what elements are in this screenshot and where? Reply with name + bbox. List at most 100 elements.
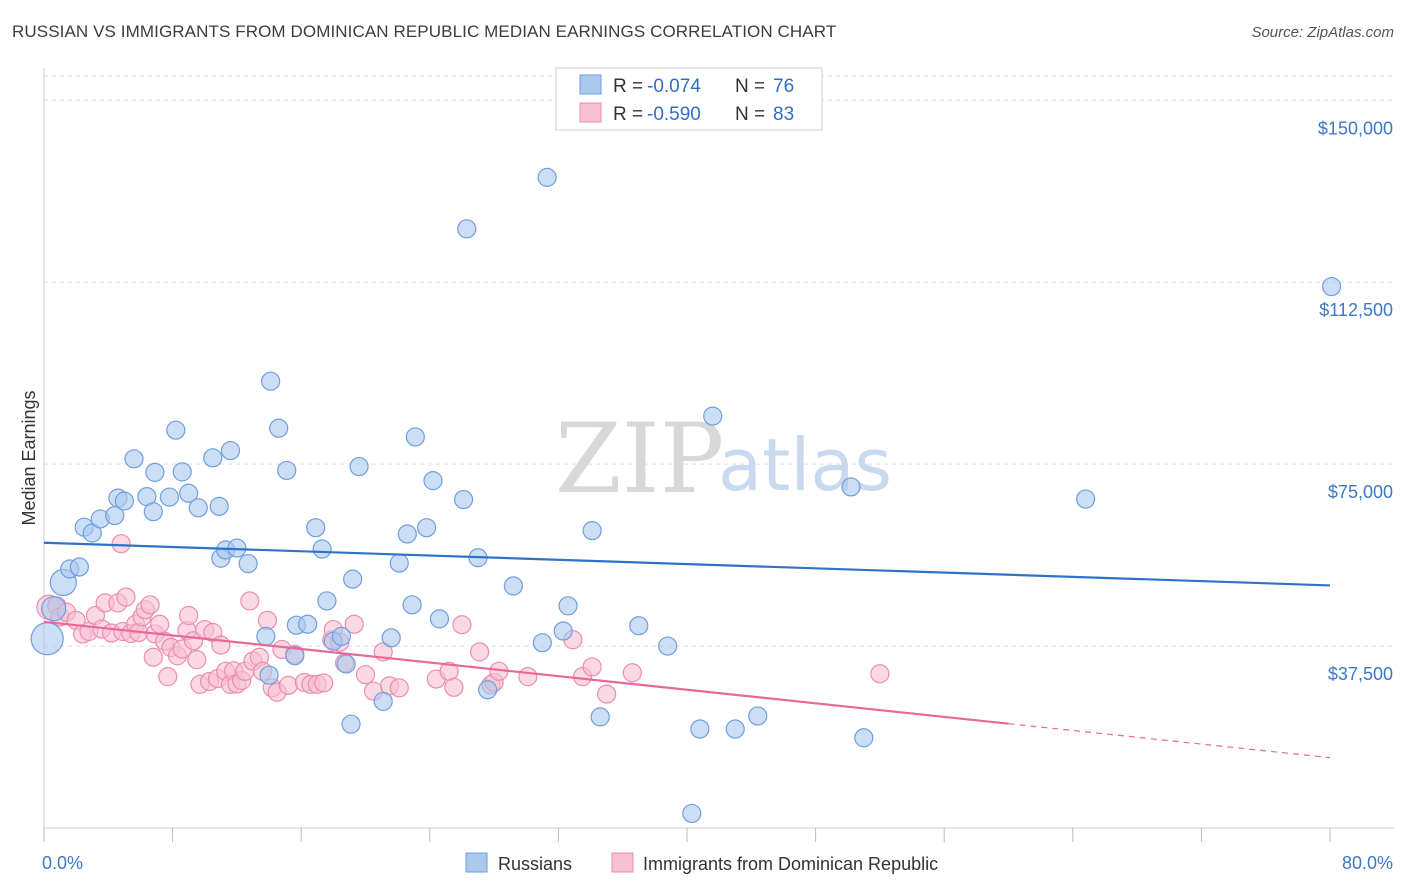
- russians-point-37: [317, 591, 337, 611]
- russians-point-57: [503, 576, 523, 596]
- dominican-point-73: [470, 642, 490, 662]
- x-tick-label-min: 0.0%: [42, 853, 83, 873]
- russians-point-15: [159, 487, 179, 507]
- russians-point-32: [285, 646, 305, 666]
- russians-trend-line: [43, 541, 1331, 587]
- dominican-point-14: [116, 587, 136, 607]
- russians-point-16: [172, 462, 192, 482]
- series-legend: Russians Immigrants from Dominican Repub…: [465, 852, 938, 874]
- dominican-point-64: [355, 665, 376, 685]
- dominican-point-68: [389, 678, 409, 698]
- legend-n-value-russians: 76: [773, 76, 794, 97]
- dominican-point-13: [111, 534, 131, 554]
- dominican-point-82: [622, 663, 642, 683]
- russians-point-44: [373, 691, 393, 711]
- dominican-point-81: [597, 684, 617, 704]
- correlation-legend: R = -0.074 N = 76 R = -0.590 N = 83: [555, 67, 823, 131]
- y-tick-label-3: $150,000: [1318, 118, 1393, 138]
- y-tick-label-0: $37,500: [1328, 664, 1393, 684]
- watermark-zip: ZIP: [555, 403, 724, 515]
- russians-point-24: [220, 440, 241, 461]
- watermark: ZIP atlas: [555, 403, 892, 515]
- russians-point-35: [306, 518, 326, 538]
- russians-point-69: [725, 719, 745, 739]
- russians-point-13: [145, 462, 165, 482]
- dominican-point-72: [452, 615, 472, 635]
- legend-n-label-dominican: N =: [735, 104, 765, 125]
- legend-r-label-russians: R =: [613, 76, 643, 97]
- russians-point-66: [682, 803, 702, 824]
- x-tick-label-max: 80.0%: [1342, 853, 1393, 873]
- russians-point-26: [238, 553, 258, 574]
- dominican-point-53: [278, 675, 298, 695]
- russians-point-30: [269, 418, 289, 438]
- russians-point-51: [423, 471, 443, 491]
- legend-r-value-russians: -0.074: [647, 76, 701, 97]
- russians-point-48: [402, 595, 422, 615]
- russians-point-0: [30, 622, 64, 656]
- trend-lines: [43, 541, 1331, 759]
- dominican-trend-line: [43, 620, 1009, 725]
- russians-point-45: [381, 628, 401, 648]
- series-legend-swatch-russians: [465, 852, 488, 873]
- russians-point-54: [457, 219, 477, 239]
- russians-point-60: [553, 621, 573, 641]
- russians-point-71: [841, 477, 861, 497]
- dominican-point-80: [582, 657, 602, 677]
- russians-point-62: [582, 520, 602, 541]
- chart-title: RUSSIAN VS IMMIGRANTS FROM DOMINICAN REP…: [12, 22, 837, 41]
- series-legend-label-dominican: Immigrants from Dominican Republic: [643, 854, 938, 874]
- dominican-point-83: [870, 664, 890, 684]
- russians-point-1: [41, 596, 67, 622]
- russians-point-59: [537, 167, 557, 187]
- dominican-point-77: [518, 667, 538, 687]
- russians-point-65: [658, 636, 678, 656]
- russians-point-41: [343, 569, 363, 589]
- dominican-point-22: [143, 647, 163, 667]
- russians-point-39: [331, 626, 351, 646]
- watermark-atlas: atlas: [718, 423, 892, 507]
- russians-point-49: [405, 427, 425, 447]
- russians-point-72: [854, 728, 874, 748]
- russians-point-68: [703, 406, 723, 426]
- russians-point-63: [590, 707, 610, 727]
- russians-point-20: [203, 448, 223, 468]
- dominican-point-45: [240, 591, 260, 611]
- legend-r-label-dominican: R =: [613, 104, 643, 125]
- y-axis-label: Median Earnings: [19, 390, 39, 525]
- russians-point-43: [341, 714, 361, 734]
- russians-point-46: [389, 553, 409, 573]
- y-tick-labels: $37,500 $75,000 $112,500 $150,000: [1318, 118, 1393, 684]
- russians-point-70: [748, 706, 768, 726]
- dominican-trend-line-extension: [1008, 723, 1331, 759]
- russians-point-64: [629, 616, 649, 636]
- russians-point-40: [336, 654, 356, 674]
- russians-point-56: [478, 680, 498, 700]
- russians-point-73: [1076, 489, 1096, 509]
- russians-point-34: [298, 614, 318, 634]
- russians-point-28: [259, 665, 279, 685]
- russians-point-58: [532, 633, 552, 653]
- dominican-point-49: [257, 610, 278, 630]
- russians-point-19: [188, 498, 208, 518]
- russians-point-12: [124, 449, 144, 469]
- dominican-point-30: [179, 605, 199, 626]
- chart-source: Source: ZipAtlas.com: [1251, 24, 1394, 41]
- dominican-point-63: [344, 614, 364, 634]
- legend-swatch-dominican: [579, 102, 602, 123]
- russians-point-21: [209, 496, 229, 516]
- russians-point-31: [277, 460, 297, 481]
- russians-point-4: [69, 557, 89, 577]
- russians-point-10: [114, 491, 134, 511]
- russians-point-29: [261, 371, 281, 391]
- dominican-point-58: [314, 673, 334, 693]
- dominican-point-26: [158, 667, 178, 687]
- series-legend-swatch-dominican: [611, 852, 634, 873]
- series-legend-label-russians: Russians: [498, 854, 572, 874]
- legend-n-label-russians: N =: [735, 76, 765, 97]
- russians-point-50: [416, 518, 437, 538]
- russians-point-67: [690, 719, 710, 739]
- dominican-point-71: [444, 677, 464, 697]
- dominican-point-20: [140, 595, 160, 615]
